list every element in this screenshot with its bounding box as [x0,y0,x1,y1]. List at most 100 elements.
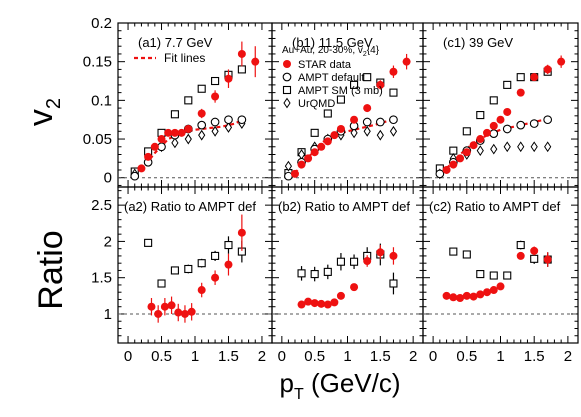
ampt-sm-point [337,96,344,103]
ampt-default-point [377,118,385,126]
ratio-sm-point [212,252,219,259]
ampt-sm-point [490,97,497,104]
y-tick-label: 0.15 [83,54,112,71]
panels-layer: 0 0.05 0.1 0.15 0.2 (a1) 7.7 GeV 1 1.5 2 2.5 (a2) … [83,15,578,365]
ratio-sm-point [450,248,457,255]
ratio-sm-point [324,268,331,275]
star-point [497,116,505,124]
star-point [470,141,478,149]
star-point [389,68,397,76]
ratio-sm-point [390,280,397,287]
legend-urqmd-marker [284,99,290,108]
urqmd-point [531,142,537,151]
x-tick-label: 1.5 [370,348,391,365]
ampt-default-point [490,130,498,138]
legend-star-label: STAR data [298,59,352,71]
panel-a2: 11.522.5 (a2) Ratio to AMPT def0 0.5 1 1.5 2 [91,187,272,365]
panel-c1: (c1) 39 GeV [423,23,578,187]
ratio-sm-point [477,271,484,278]
ratio-star-point [389,252,397,260]
legend-ampt-default-label: AMPT default [298,72,364,84]
ratio-sm-point [463,251,470,258]
ampt-sm-point [517,74,524,81]
ratio-star-point [238,229,246,237]
star-point [238,50,246,58]
x-axis-title-main: p [279,368,293,398]
star-point [324,137,332,145]
star-point [456,154,464,162]
ampt-sm-point [324,110,331,117]
star-point [144,153,152,161]
ampt-sm-point [185,97,192,104]
legend-ampt-sm-label: AMPT SM (3 mb) [298,85,383,97]
ampt-sm-point [238,66,245,73]
urqmd-point [172,138,178,147]
ratio-star-point [463,292,471,300]
x-axis-title-sub: T [294,386,304,403]
y-tick-label: 1 [104,306,112,323]
ratio-sm-point [351,258,358,265]
panel-c1-label: (c1) 39 GeV [443,35,513,50]
ampt-default-point [225,116,233,124]
ratio-star-point [147,303,155,311]
star-point [350,116,358,124]
x-axis-title-unit: (GeV/c) [304,368,401,398]
y-axis-title-top-main: v [22,109,60,126]
x-tick-label: 1 [191,348,199,365]
ratio-star-point [443,292,451,300]
ratio-star-point [363,257,371,265]
ratio-star-point [211,274,219,282]
x-tick-label: 2 [409,348,417,365]
star-point [311,148,319,156]
star-point [449,161,457,169]
ampt-default-point [544,116,552,124]
ampt-sm-point [463,128,470,135]
ampt-default-point [198,121,206,129]
ratio-sm-point [185,265,192,272]
ampt-sm-point [311,129,318,136]
ratio-star-point [517,252,525,260]
ampt-sm-point [504,81,511,88]
ampt-sm-point [390,89,397,96]
ratio-star-point [188,308,196,316]
ampt-default-point [436,170,444,178]
ampt-sm-point [477,112,484,119]
ampt-default-point [131,172,139,180]
star-point [317,143,325,151]
y-tick-label: 0.05 [83,131,112,148]
ampt-default-point [503,125,511,133]
star-point [544,65,552,73]
star-point [363,104,371,112]
urqmd-point [390,127,396,136]
ampt-default-point [517,121,525,129]
ratio-sm-point [490,272,497,279]
ratio-star-point [330,298,338,306]
x-tick-label: 0.5 [304,348,325,365]
star-point [483,129,491,137]
star-point [463,148,471,156]
star-point [211,92,219,100]
star-point [304,154,312,162]
ratio-sm-point [298,270,305,277]
star-point [137,164,145,172]
ratio-star-point [168,301,176,309]
star-point [530,73,538,81]
ratio-sm-point [198,260,205,267]
star-point [403,58,411,66]
star-point [490,122,498,130]
x-tick-label: 0 [429,348,437,365]
ratio-star-point [497,282,505,290]
star-point [330,131,338,139]
ampt-sm-point [198,85,205,92]
x-tick-label: 1 [496,348,504,365]
urqmd-point [518,142,524,151]
ratio-star-point [198,286,206,294]
x-tick-label: 1 [343,348,351,365]
y-axis-title-top-sub: 2 [43,98,65,109]
y-axis-title-top: v2 [22,98,65,126]
x-tick-label: 0 [124,348,132,365]
x-tick-label: 0.5 [151,348,172,365]
urqmd-point [504,142,510,151]
y-tick-label: 2.5 [91,197,112,214]
y-tick-label: 0.1 [91,92,112,109]
